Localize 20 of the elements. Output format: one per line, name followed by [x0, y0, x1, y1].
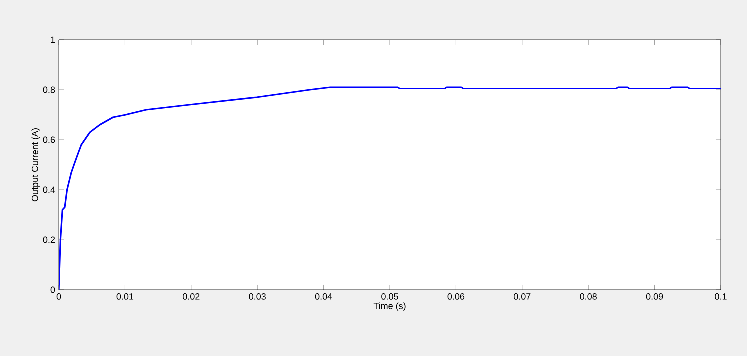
y-tick-label: 0.4	[43, 186, 56, 194]
y-tick-label: 0.6	[43, 136, 56, 144]
x-tick-label: 0	[56, 294, 62, 300]
x-tick-label: 0.07	[514, 294, 531, 300]
x-axis-title: Time (s)	[374, 302, 406, 312]
y-tick-label: 0.2	[43, 236, 56, 244]
x-tick-label: 0.04	[315, 294, 332, 300]
x-tick-label: 0.08	[580, 294, 597, 300]
x-tick-label: 0.06	[448, 294, 465, 300]
y-tick-label: 1	[51, 36, 56, 44]
x-tick-label: 0.1	[715, 294, 727, 300]
y-tick-label: 0.8	[43, 86, 56, 94]
x-tick-label: 0.02	[182, 294, 200, 300]
y-tick-label: 0	[50, 286, 56, 294]
y-axis-title: Output Current (A)	[32, 128, 40, 202]
x-tick-label: 0.05	[382, 294, 398, 300]
x-tick-label: 0.09	[646, 294, 664, 300]
line-series	[59, 86, 721, 290]
x-tick-label: 0.03	[249, 294, 266, 300]
x-tick-label: 0.01	[116, 294, 134, 300]
